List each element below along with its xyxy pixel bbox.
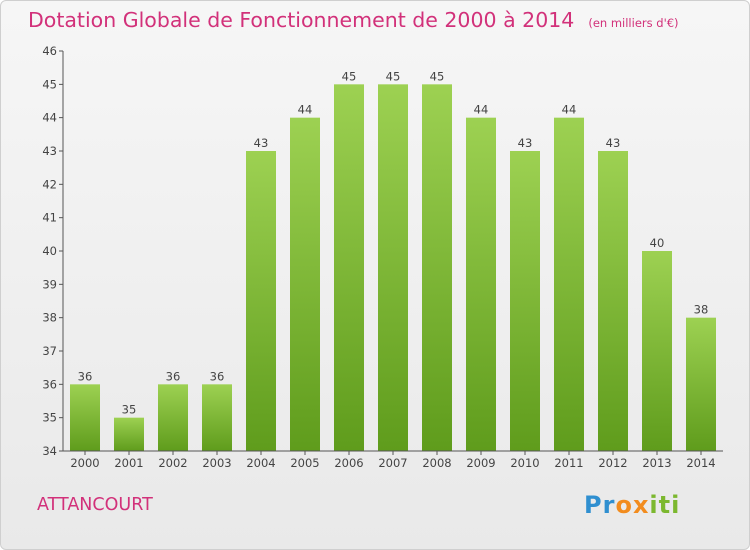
x-tick-label: 2013	[642, 456, 671, 470]
bar-value-label: 35	[122, 403, 137, 417]
x-axis: 2000 2001 2002 2003 2004 2005 2006 2007 2008 2009…	[63, 450, 723, 470]
y-tick-label: 39	[42, 277, 57, 291]
bar-value-label: 45	[342, 69, 357, 83]
x-tick-label: 2011	[554, 456, 583, 470]
x-tick-label: 2006	[334, 456, 363, 470]
proxiti-logo: Proxiti	[584, 491, 681, 519]
bar-value-label: 45	[430, 69, 445, 83]
y-axis: 34 35 36 37 38 39 40 41 42 43 44 45 46	[42, 44, 64, 458]
y-tick-label: 46	[42, 44, 57, 58]
commune-name: ATTANCOURT	[37, 495, 153, 515]
y-tick-label: 37	[42, 344, 57, 358]
x-tick-label: 2001	[114, 456, 143, 470]
bar-value-label: 43	[606, 136, 621, 150]
bar-value-label: 36	[166, 369, 181, 383]
y-tick-label: 36	[42, 377, 57, 391]
x-tick-label: 2003	[202, 456, 231, 470]
x-tick-label: 2008	[422, 456, 451, 470]
bar	[202, 384, 232, 451]
bar	[642, 251, 672, 451]
bar-value-label: 38	[694, 303, 709, 317]
y-tick-label: 38	[42, 311, 57, 325]
chart-title-text: Dotation Globale de Fonctionnement de 20…	[28, 8, 575, 32]
bar	[334, 84, 364, 451]
bar	[70, 384, 100, 451]
y-tick-label: 43	[42, 144, 57, 158]
x-tick-label: 2014	[686, 456, 715, 470]
y-tick-label: 42	[42, 177, 57, 191]
bar	[510, 151, 540, 451]
bar	[686, 317, 716, 451]
bar	[554, 117, 584, 452]
bar	[290, 117, 320, 452]
bar-value-label: 43	[518, 136, 533, 150]
x-tick-label: 2005	[290, 456, 319, 470]
bar	[114, 417, 144, 451]
x-tick-label: 2002	[158, 456, 187, 470]
bar	[378, 84, 408, 451]
x-tick-label: 2000	[70, 456, 99, 470]
bar	[422, 84, 452, 451]
chart-title: Dotation Globale de Fonctionnement de 20…	[28, 8, 679, 32]
bar-value-label: 44	[562, 103, 577, 117]
bar	[598, 151, 628, 451]
y-tick-label: 41	[42, 211, 57, 225]
bar	[466, 117, 496, 452]
bars: 36 35 36 36 43 44 45 45 45 44 43 44 43 40 38	[70, 69, 716, 452]
y-tick-label: 45	[42, 77, 57, 91]
bar	[158, 384, 188, 451]
y-tick-label: 35	[42, 411, 57, 425]
chart-unit-note: (en milliers d'€)	[588, 16, 679, 30]
x-tick-label: 2004	[246, 456, 275, 470]
x-tick-label: 2007	[378, 456, 407, 470]
bar-value-label: 40	[650, 236, 665, 250]
x-tick-label: 2009	[466, 456, 495, 470]
y-tick-label: 44	[42, 111, 57, 125]
bar-value-label: 36	[78, 369, 93, 383]
x-tick-label: 2012	[598, 456, 627, 470]
bar	[246, 151, 276, 451]
x-tick-label: 2010	[510, 456, 539, 470]
bar-value-label: 45	[386, 69, 401, 83]
bar-value-label: 44	[298, 103, 313, 117]
bar-value-label: 43	[254, 136, 269, 150]
bar-value-label: 36	[210, 369, 225, 383]
y-tick-label: 40	[42, 244, 57, 258]
bar-value-label: 44	[474, 103, 489, 117]
y-tick-label: 34	[42, 444, 57, 458]
